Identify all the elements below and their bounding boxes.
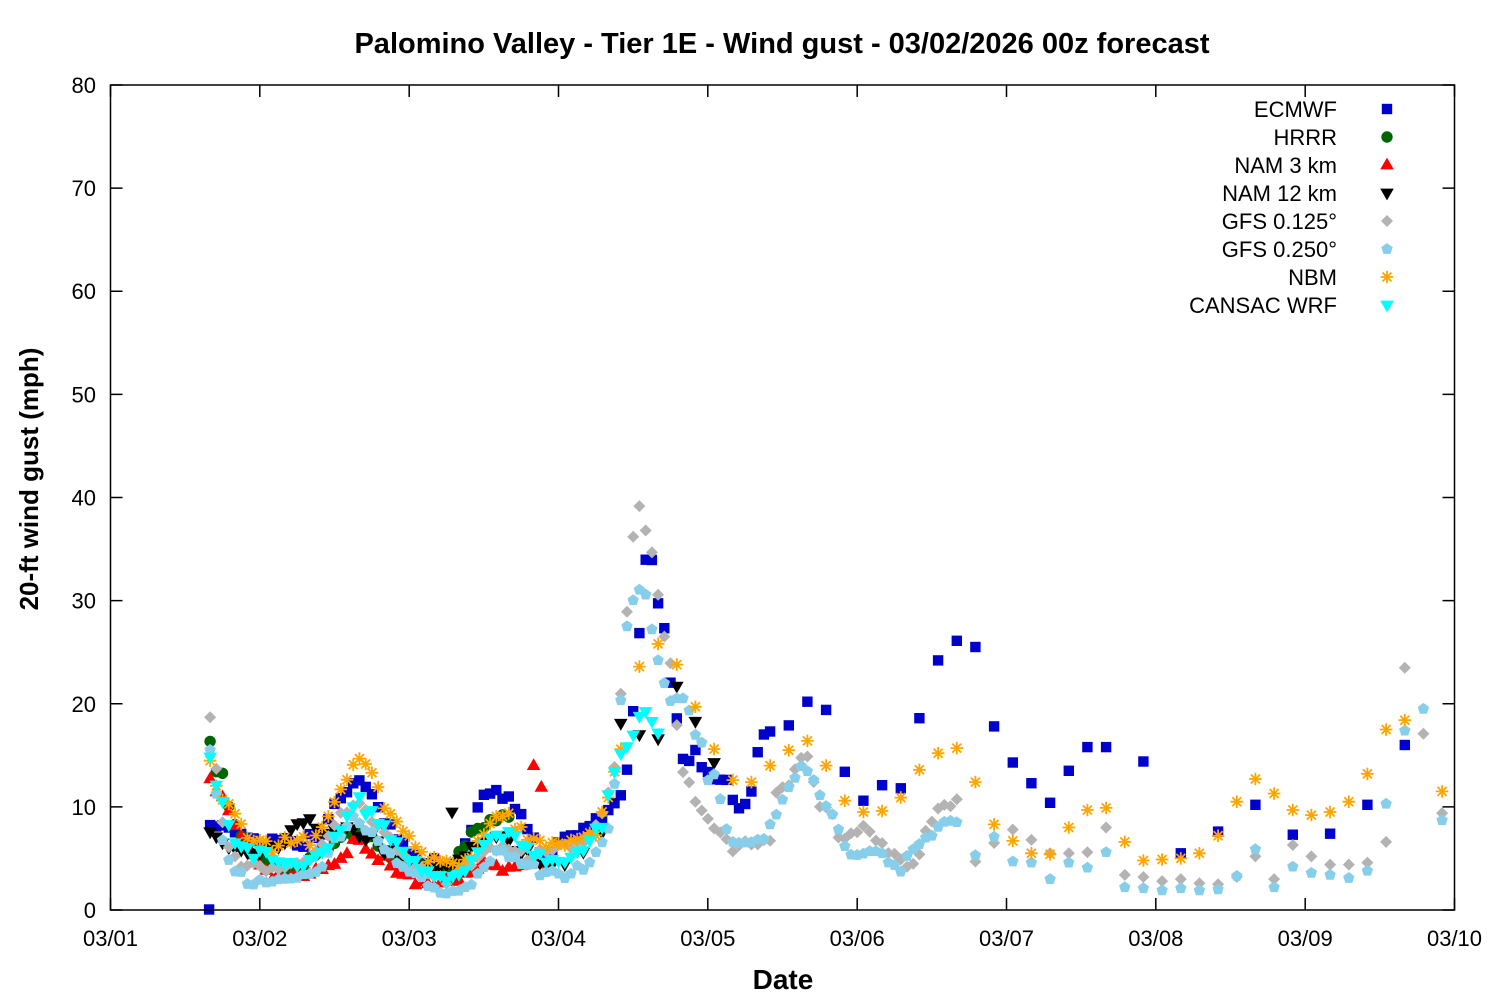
svg-text:03/10: 03/10 <box>1427 926 1482 951</box>
svg-text:0: 0 <box>84 898 96 923</box>
svg-text:NBM: NBM <box>1288 265 1337 290</box>
svg-text:60: 60 <box>72 279 96 304</box>
svg-text:Date: Date <box>753 964 814 995</box>
svg-text:GFS 0.250°: GFS 0.250° <box>1222 237 1337 262</box>
svg-text:ECMWF: ECMWF <box>1254 97 1337 122</box>
svg-text:NAM 3 km: NAM 3 km <box>1234 153 1337 178</box>
svg-text:CANSAC WRF: CANSAC WRF <box>1189 293 1337 318</box>
svg-text:30: 30 <box>72 589 96 614</box>
svg-text:03/01: 03/01 <box>83 926 138 951</box>
svg-text:40: 40 <box>72 486 96 511</box>
svg-text:10: 10 <box>72 795 96 820</box>
svg-text:HRRR: HRRR <box>1273 125 1337 150</box>
svg-text:03/06: 03/06 <box>830 926 885 951</box>
svg-text:03/08: 03/08 <box>1128 926 1183 951</box>
svg-text:GFS 0.125°: GFS 0.125° <box>1222 209 1337 234</box>
svg-text:03/04: 03/04 <box>531 926 586 951</box>
svg-text:03/09: 03/09 <box>1278 926 1333 951</box>
svg-text:NAM 12 km: NAM 12 km <box>1222 181 1337 206</box>
svg-text:03/05: 03/05 <box>680 926 735 951</box>
svg-text:50: 50 <box>72 382 96 407</box>
svg-text:03/07: 03/07 <box>979 926 1034 951</box>
svg-text:Palomino Valley - Tier 1E - Wi: Palomino Valley - Tier 1E - Wind gust - … <box>354 28 1209 60</box>
svg-text:03/02: 03/02 <box>232 926 287 951</box>
svg-text:03/03: 03/03 <box>382 926 437 951</box>
svg-text:80: 80 <box>72 73 96 98</box>
svg-text:20-ft wind gust (mph): 20-ft wind gust (mph) <box>14 348 44 611</box>
svg-text:70: 70 <box>72 176 96 201</box>
svg-text:20: 20 <box>72 692 96 717</box>
